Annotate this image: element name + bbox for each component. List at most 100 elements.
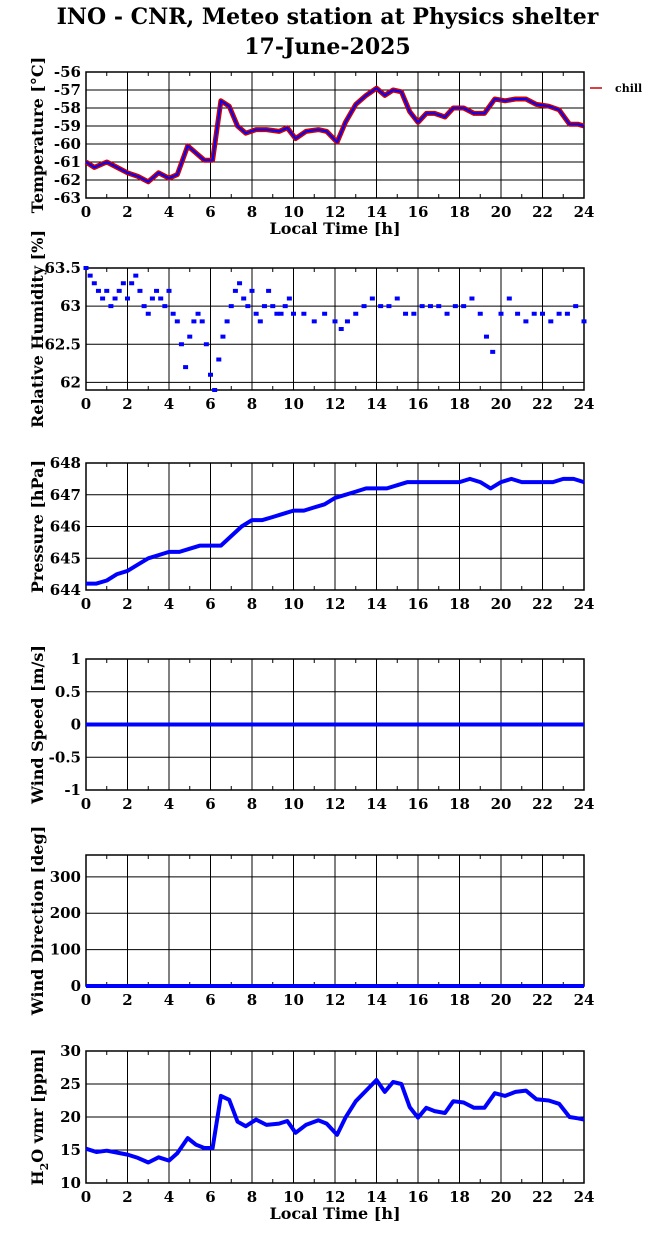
data-point xyxy=(120,281,126,286)
chart-date: 17-June-2025 xyxy=(244,34,411,60)
data-point xyxy=(116,288,122,293)
y-tick-label: -60 xyxy=(54,135,81,153)
x-tick-label: 0 xyxy=(81,1188,91,1206)
x-tick-label: 10 xyxy=(283,203,304,221)
y-tick-label: 645 xyxy=(50,549,81,567)
x-tick-label: 18 xyxy=(449,795,470,813)
y-tick-label: -56 xyxy=(54,63,81,81)
x-tick-label: 0 xyxy=(81,595,91,613)
data-point xyxy=(158,296,164,301)
data-point xyxy=(506,296,512,301)
data-point xyxy=(311,319,317,324)
x-tick-label: 22 xyxy=(532,203,553,221)
data-point xyxy=(112,296,118,301)
x-tick-label: 6 xyxy=(205,595,215,613)
x-tick-label: 22 xyxy=(532,595,553,613)
x-tick-label: 24 xyxy=(574,203,595,221)
data-point xyxy=(237,281,243,286)
y-axis-label: Wind Speed [m/s] xyxy=(28,645,47,805)
data-point xyxy=(95,288,101,293)
legend-label: chill xyxy=(615,82,642,95)
data-point xyxy=(556,311,562,316)
x-tick-label: 8 xyxy=(247,595,257,613)
x-tick-label: 16 xyxy=(408,795,429,813)
x-tick-label: 0 xyxy=(81,991,91,1009)
data-point xyxy=(274,311,280,316)
data-point xyxy=(87,273,93,278)
x-tick-label: 0 xyxy=(81,395,91,413)
x-tick-label: 2 xyxy=(122,1188,132,1206)
data-point xyxy=(149,296,155,301)
x-tick-label: 2 xyxy=(122,395,132,413)
data-point xyxy=(166,288,172,293)
data-point xyxy=(322,311,328,316)
y-tick-label: 647 xyxy=(50,486,81,504)
data-point xyxy=(301,311,307,316)
data-point xyxy=(548,319,554,324)
data-point xyxy=(515,311,521,316)
data-point xyxy=(174,319,180,324)
y-axis-label: Temperature [°C] xyxy=(28,57,47,213)
data-point xyxy=(191,319,197,324)
x-tick-label: 20 xyxy=(491,203,512,221)
x-tick-label: 22 xyxy=(532,795,553,813)
x-tick-label: 18 xyxy=(449,991,470,1009)
data-point xyxy=(257,319,263,324)
data-point xyxy=(286,296,292,301)
y-axis-label: H2O vmr [ppm] xyxy=(28,1049,51,1186)
x-tick-label: 14 xyxy=(366,595,387,613)
data-point xyxy=(490,349,496,354)
data-point xyxy=(282,304,288,309)
y-tick-label: 25 xyxy=(60,1075,81,1093)
data-point xyxy=(170,311,176,316)
x-tick-label: 20 xyxy=(491,595,512,613)
x-tick-label: 24 xyxy=(574,991,595,1009)
x-tick-label: 4 xyxy=(164,595,174,613)
x-tick-label: 2 xyxy=(122,203,132,221)
y-tick-label: 200 xyxy=(50,904,81,922)
data-point xyxy=(581,319,587,324)
data-point xyxy=(187,334,193,339)
x-tick-label: 12 xyxy=(325,991,346,1009)
data-point xyxy=(137,288,143,293)
x-tick-label: 16 xyxy=(408,991,429,1009)
x-tick-label: 8 xyxy=(247,1188,257,1206)
data-point xyxy=(212,388,218,392)
data-point xyxy=(208,372,213,377)
x-axis-label: Local Time [h] xyxy=(269,219,400,238)
y-axis-label: Wind Direction [deg] xyxy=(28,826,47,1017)
y-tick-label: 20 xyxy=(60,1108,81,1126)
x-tick-label: 20 xyxy=(491,395,512,413)
x-tick-label: 14 xyxy=(366,795,387,813)
x-tick-label: 18 xyxy=(449,395,470,413)
data-point xyxy=(241,296,247,301)
plot-frame xyxy=(85,71,585,199)
data-point xyxy=(183,365,189,370)
x-tick-label: 14 xyxy=(366,203,387,221)
data-point xyxy=(436,304,442,309)
data-point xyxy=(178,342,184,347)
data-point xyxy=(369,296,375,301)
data-point xyxy=(332,319,338,324)
data-point xyxy=(266,288,272,293)
y-tick-label: 0.5 xyxy=(55,683,81,701)
series-line xyxy=(86,476,585,586)
y-tick-label: 30 xyxy=(60,1042,81,1060)
x-tick-label: 20 xyxy=(491,991,512,1009)
x-tick-label: 18 xyxy=(449,1188,470,1206)
x-tick-label: 12 xyxy=(325,395,346,413)
data-point xyxy=(477,311,483,316)
data-point xyxy=(203,342,209,347)
series-line xyxy=(85,87,585,183)
data-point xyxy=(224,319,230,324)
x-tick-label: 2 xyxy=(122,795,132,813)
x-axis-label: Local Time [h] xyxy=(269,1204,400,1223)
chart-panel-2: 0 2 4 6 8 10 12 14 16 18 20 22 246262.56363.5Relativ… xyxy=(28,230,594,428)
data-point xyxy=(253,311,259,316)
x-tick-label: 6 xyxy=(205,795,215,813)
data-point xyxy=(91,281,97,286)
data-point xyxy=(444,311,450,316)
y-tick-label: 63.5 xyxy=(44,259,81,277)
data-point xyxy=(199,319,205,324)
